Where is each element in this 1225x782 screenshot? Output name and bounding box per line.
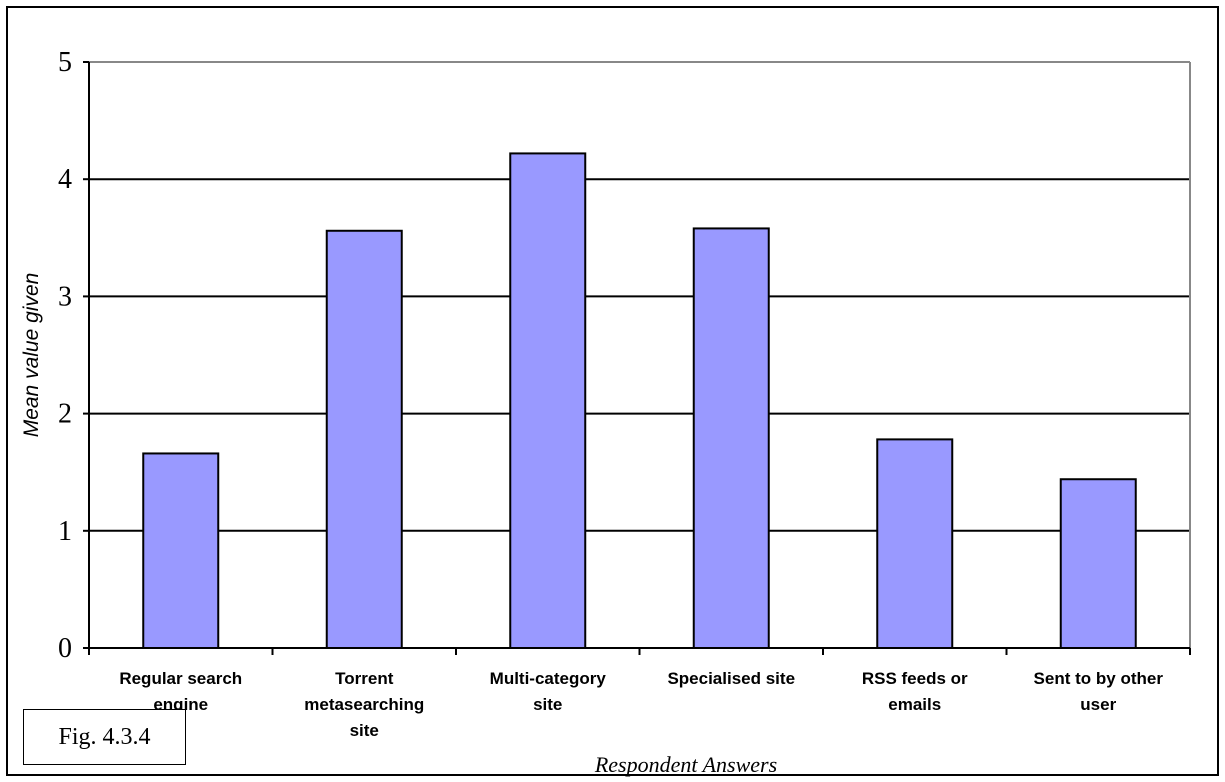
x-category-label-line: user bbox=[1080, 695, 1116, 714]
bar bbox=[509, 152, 587, 650]
y-tick-label: 2 bbox=[58, 399, 72, 430]
bars bbox=[142, 152, 1137, 650]
y-tick-label: 5 bbox=[58, 47, 72, 78]
x-category-label: RSS feeds or emails bbox=[862, 669, 968, 714]
x-category-label: Regular search engine bbox=[119, 669, 242, 714]
x-category-label-line: Regular search bbox=[119, 669, 242, 688]
x-category-label: Sent to by other user bbox=[1034, 669, 1164, 714]
x-category-labels: Regular search engine Torrent metasearching… bbox=[119, 669, 1163, 740]
x-category-label-line: site bbox=[350, 721, 379, 740]
x-category-label-line: Specialised site bbox=[667, 669, 795, 688]
x-category-label-line: Sent to by other bbox=[1034, 669, 1164, 688]
x-axis-label: Respondent Answers bbox=[594, 752, 777, 777]
y-tick-labels: 0 1 2 3 4 5 bbox=[58, 47, 72, 664]
bar bbox=[142, 452, 220, 649]
bar bbox=[876, 438, 954, 649]
y-axis-label: Mean value given bbox=[20, 273, 43, 438]
y-tick-label: 0 bbox=[58, 633, 72, 664]
bar bbox=[1059, 478, 1137, 649]
x-category-label-line: RSS feeds or bbox=[862, 669, 968, 688]
x-category-label-line: metasearching bbox=[304, 695, 424, 714]
x-category-label: Multi-category site bbox=[490, 669, 607, 714]
chart-frame bbox=[6, 6, 1219, 776]
x-category-label-line: emails bbox=[888, 695, 941, 714]
y-tick-label: 1 bbox=[58, 516, 72, 547]
gridlines bbox=[89, 178, 1190, 532]
x-category-label-line: Torrent bbox=[335, 669, 394, 688]
figure-label: Fig. 4.3.4 bbox=[23, 709, 186, 765]
bar bbox=[692, 227, 770, 649]
x-category-label-line: site bbox=[533, 695, 562, 714]
y-tick-label: 3 bbox=[58, 281, 72, 312]
x-category-label: Torrent metasearching site bbox=[304, 669, 424, 740]
axes bbox=[83, 61, 1191, 655]
x-category-label-line: Multi-category bbox=[490, 669, 607, 688]
y-tick-label: 4 bbox=[58, 164, 72, 195]
bar bbox=[325, 229, 403, 649]
x-category-label: Specialised site bbox=[667, 669, 795, 688]
